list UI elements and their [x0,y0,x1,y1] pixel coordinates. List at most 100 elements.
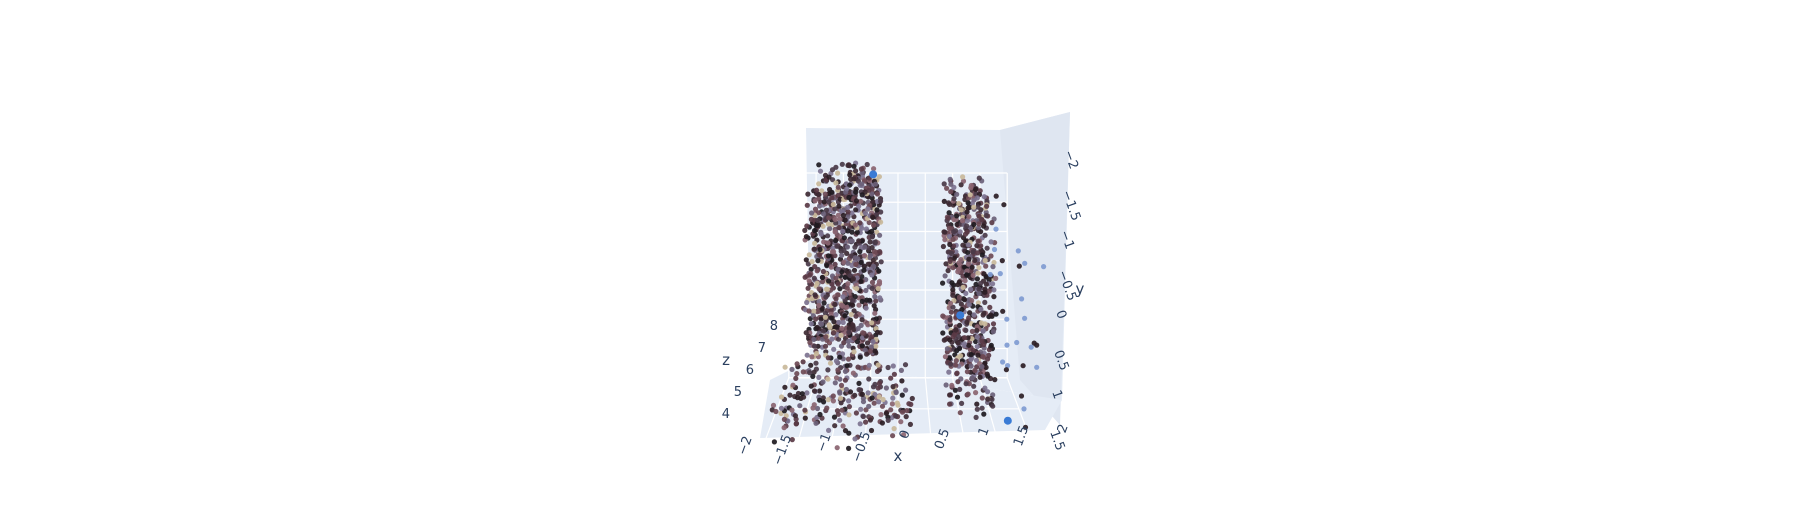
data-point-513 [831,319,837,325]
data-point-1525 [959,218,966,224]
data-point-1720 [888,375,894,381]
data-point-1054 [984,245,990,251]
data-point-657 [803,330,809,336]
data-point-882 [847,172,853,178]
data-point-514 [859,343,865,349]
x-tick-label: 0.5 [932,427,953,452]
data-point-1437 [945,215,952,221]
data-point-1557 [963,381,969,387]
data-point-1214 [955,379,961,385]
data-point-1686 [856,380,862,386]
data-point-1468 [957,322,963,328]
data-point-1502 [979,338,985,344]
data-point-490 [812,264,818,270]
data-point-918 [868,348,874,354]
data-point-704 [826,215,832,221]
data-point-425 [856,203,862,209]
data-point-1508 [950,304,956,310]
data-point-757 [861,267,867,273]
data-point-169 [835,170,841,176]
data-point-613 [857,354,863,360]
data-point-581 [853,313,859,319]
data-point-1810 [1034,342,1040,348]
data-point-697 [825,253,832,259]
data-point-1283 [993,311,999,317]
data-point-1402 [982,299,988,305]
data-point-1728 [820,379,826,385]
data-point-1529 [963,290,969,296]
data-point-1518 [974,243,980,249]
data-point-1412 [969,264,975,270]
data-point-1319 [948,309,955,315]
data-point-890 [832,301,838,307]
data-point-1404 [954,371,960,377]
data-point-1541 [942,229,948,235]
data-point-1741 [855,364,861,370]
data-point-1650 [810,373,816,379]
data-point-1540 [954,394,961,400]
data-point-1702 [813,420,819,426]
data-point-288 [877,232,883,238]
data-point-1657 [837,354,843,360]
data-point-1490 [974,406,980,412]
data-point-678 [838,332,844,338]
x-tick-label: −1.5 [770,433,795,468]
data-point-946 [846,329,852,335]
data-point-306 [866,219,872,226]
data-point-618 [854,339,861,345]
data-point-1381 [957,353,964,359]
data-point-1762 [883,410,890,416]
data-point-1714 [790,382,796,388]
data-point-1562 [946,225,952,231]
data-point-908 [860,330,866,336]
data-point-1241 [988,239,994,245]
data-point-1786 [773,408,779,415]
data-point-293 [867,239,873,245]
data-point-870 [835,281,841,287]
data-point-902 [814,223,820,229]
data-point-1448 [960,242,966,248]
data-point-1680 [782,384,788,390]
data-point-61 [833,312,839,318]
data-point-721 [833,180,839,186]
data-point-894 [858,166,865,172]
data-point-1767 [793,421,799,427]
data-point-1788 [781,425,787,431]
data-point-1673 [797,403,803,409]
data-point-1220 [983,213,989,219]
data-point-506 [828,311,834,317]
data-point-1466 [947,401,953,407]
data-point-1735 [866,376,872,382]
data-point-1475 [950,287,956,293]
data-point-1134 [969,297,975,304]
data-point-1443 [968,182,974,189]
data-point-1545 [943,382,949,388]
data-point-820 [840,212,847,219]
data-point-1199 [951,196,957,202]
data-point-1420 [974,327,980,333]
data-point-1533 [962,335,968,341]
data-point-763 [806,308,812,314]
data-point-1035 [946,369,952,375]
data-point-669 [868,344,874,350]
data-point-410 [819,188,825,194]
data-point-770 [857,220,863,226]
data-point-599 [802,274,808,280]
data-point-1586 [814,405,821,412]
data-point-947 [842,274,848,280]
y-axis-title: y [1076,280,1085,298]
data-point-1611 [782,364,788,370]
data-point-1567 [954,213,960,219]
data-point-1813 [1028,344,1034,350]
data-point-1524 [969,328,976,334]
data-point-1504 [974,195,981,201]
data-point-1811 [1018,393,1025,399]
data-point-872 [832,216,838,222]
data-point-1416 [955,333,962,340]
data-point-1322 [950,265,956,271]
data-point-1401 [984,371,990,377]
data-point-596 [827,324,833,330]
x-tick-label: −2 [735,434,756,457]
